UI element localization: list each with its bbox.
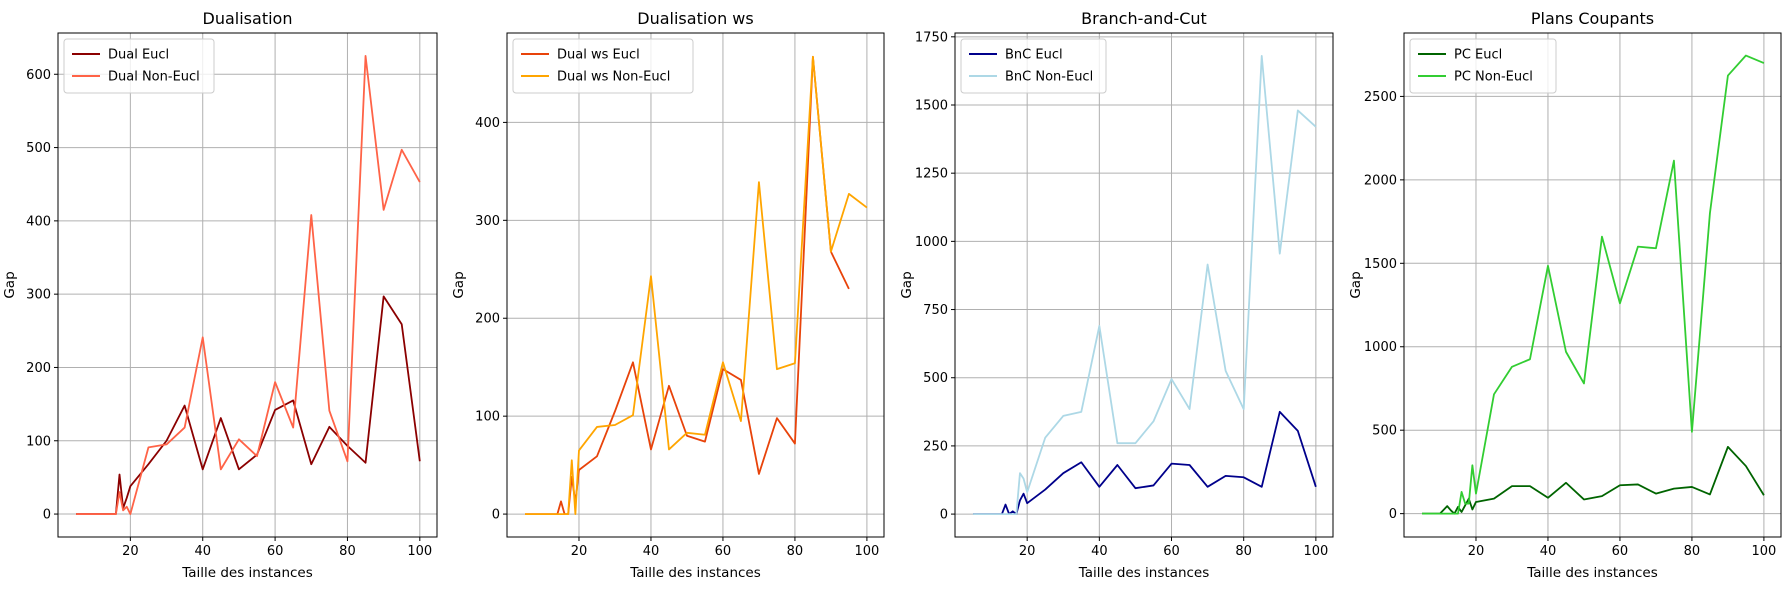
y-tick-label: 250 — [923, 439, 948, 454]
x-axis-label: Taille des instances — [629, 565, 761, 581]
x-axis-label: Taille des instances — [1078, 565, 1210, 581]
x-tick-label: 80 — [339, 544, 356, 559]
legend-label: Dual ws Eucl — [557, 48, 640, 63]
series-line-1 — [76, 295, 421, 515]
x-tick-label: 100 — [407, 544, 432, 559]
chart-dualisation-ws: 20 40 60 80 100 0 100 200 300 400 Dualisation ws Ta… — [451, 9, 885, 581]
x-tick-label: 60 — [1163, 544, 1180, 559]
y-tick-label: 200 — [26, 361, 51, 376]
series-line-1 — [525, 55, 850, 515]
legend: PC Eucl PC Non-Eucl — [1409, 38, 1557, 94]
legend-label: Dual Eucl — [108, 48, 169, 63]
legend-box — [1409, 38, 1557, 94]
x-tick-label: 40 — [1540, 544, 1557, 559]
y-tick-label: 1500 — [915, 99, 948, 114]
legend-box — [512, 38, 694, 94]
y-axis-label: Gap — [899, 271, 915, 298]
x-tick-label: 60 — [267, 544, 284, 559]
legend-label: Dual Non-Eucl — [108, 70, 200, 85]
series-line-2 — [973, 55, 1317, 515]
y-tick-label: 1750 — [915, 30, 948, 45]
chart-branch-and-cut: 20 40 60 80 10002505007501000125015001750Bra… — [899, 9, 1334, 581]
series-line-2 — [76, 55, 421, 515]
x-tick-label: 60 — [715, 544, 732, 559]
x-tick-label: 100 — [1751, 544, 1776, 559]
x-tick-label: 40 — [643, 544, 660, 559]
y-tick-label: 0 — [43, 508, 51, 523]
x-tick-label: 80 — [787, 544, 804, 559]
y-tick-label: 0 — [1389, 507, 1397, 522]
x-tick-label: 40 — [1091, 544, 1108, 559]
x-tick-label: 20 — [1468, 544, 1485, 559]
x-axis-label: Taille des instances — [181, 565, 313, 581]
legend-label: BnC Eucl — [1005, 48, 1063, 63]
legend: Dual ws Eucl Dual ws Non-Eucl — [512, 38, 694, 94]
x-tick-label: 20 — [1019, 544, 1036, 559]
x-tick-label: 100 — [1303, 544, 1328, 559]
legend: BnC Eucl BnC Non-Eucl — [960, 38, 1107, 94]
x-tick-label: 80 — [1684, 544, 1701, 559]
legend-label: BnC Non-Eucl — [1005, 70, 1093, 85]
y-tick-label: 400 — [475, 116, 500, 131]
y-tick-label: 600 — [26, 68, 51, 83]
axes-frame — [954, 32, 1334, 538]
x-tick-label: 100 — [854, 544, 879, 559]
chart-title: Plans Coupants — [1531, 9, 1654, 28]
x-tick-label: 40 — [194, 544, 211, 559]
chart-dualisation: 20 40 60 80 100 0 100 200 300 400 500 600 Dualisatio… — [2, 9, 438, 581]
series-line-1 — [1422, 445, 1765, 515]
x-tick-label: 80 — [1235, 544, 1252, 559]
axes-frame — [506, 32, 885, 538]
y-tick-label: 500 — [923, 371, 948, 386]
y-tick-label: 1250 — [915, 167, 948, 182]
y-tick-label: 300 — [475, 214, 500, 229]
series-line-2 — [525, 55, 868, 515]
axes-frame — [1403, 32, 1782, 538]
y-tick-label: 300 — [26, 288, 51, 303]
y-tick-label: 0 — [492, 508, 500, 523]
y-tick-label: 0 — [940, 508, 948, 523]
x-tick-label: 60 — [1612, 544, 1629, 559]
legend: Dual Eucl Dual Non-Eucl — [63, 38, 215, 94]
y-axis-label: Gap — [1348, 271, 1364, 298]
y-tick-label: 500 — [1372, 424, 1397, 439]
y-tick-label: 2500 — [1364, 90, 1397, 105]
y-tick-label: 200 — [475, 312, 500, 327]
x-axis-label: Taille des instances — [1526, 565, 1658, 581]
y-tick-label: 1000 — [915, 235, 948, 250]
chart-title: Branch-and-Cut — [1081, 9, 1207, 28]
chart-title: Dualisation ws — [637, 9, 753, 28]
y-tick-label: 400 — [26, 214, 51, 229]
series-line-1 — [973, 410, 1317, 515]
y-tick-label: 100 — [475, 410, 500, 425]
legend-label: Dual ws Non-Eucl — [557, 70, 670, 85]
y-tick-label: 500 — [26, 141, 51, 156]
y-tick-label: 100 — [26, 434, 51, 449]
y-tick-label: 1500 — [1364, 257, 1397, 272]
y-axis-label: Gap — [2, 271, 18, 298]
series-line-2 — [1422, 54, 1765, 515]
y-tick-label: 750 — [923, 303, 948, 318]
legend-label: PC Eucl — [1454, 48, 1502, 63]
x-tick-label: 20 — [122, 544, 139, 559]
chart-title: Dualisation — [203, 9, 293, 28]
legend-box — [63, 38, 215, 94]
legend-label: PC Non-Eucl — [1454, 70, 1533, 85]
y-axis-label: Gap — [451, 271, 467, 298]
x-tick-label: 20 — [571, 544, 588, 559]
y-tick-label: 2000 — [1364, 173, 1397, 188]
y-tick-label: 1000 — [1364, 340, 1397, 355]
legend-box — [960, 38, 1107, 94]
axes-frame — [57, 32, 438, 538]
